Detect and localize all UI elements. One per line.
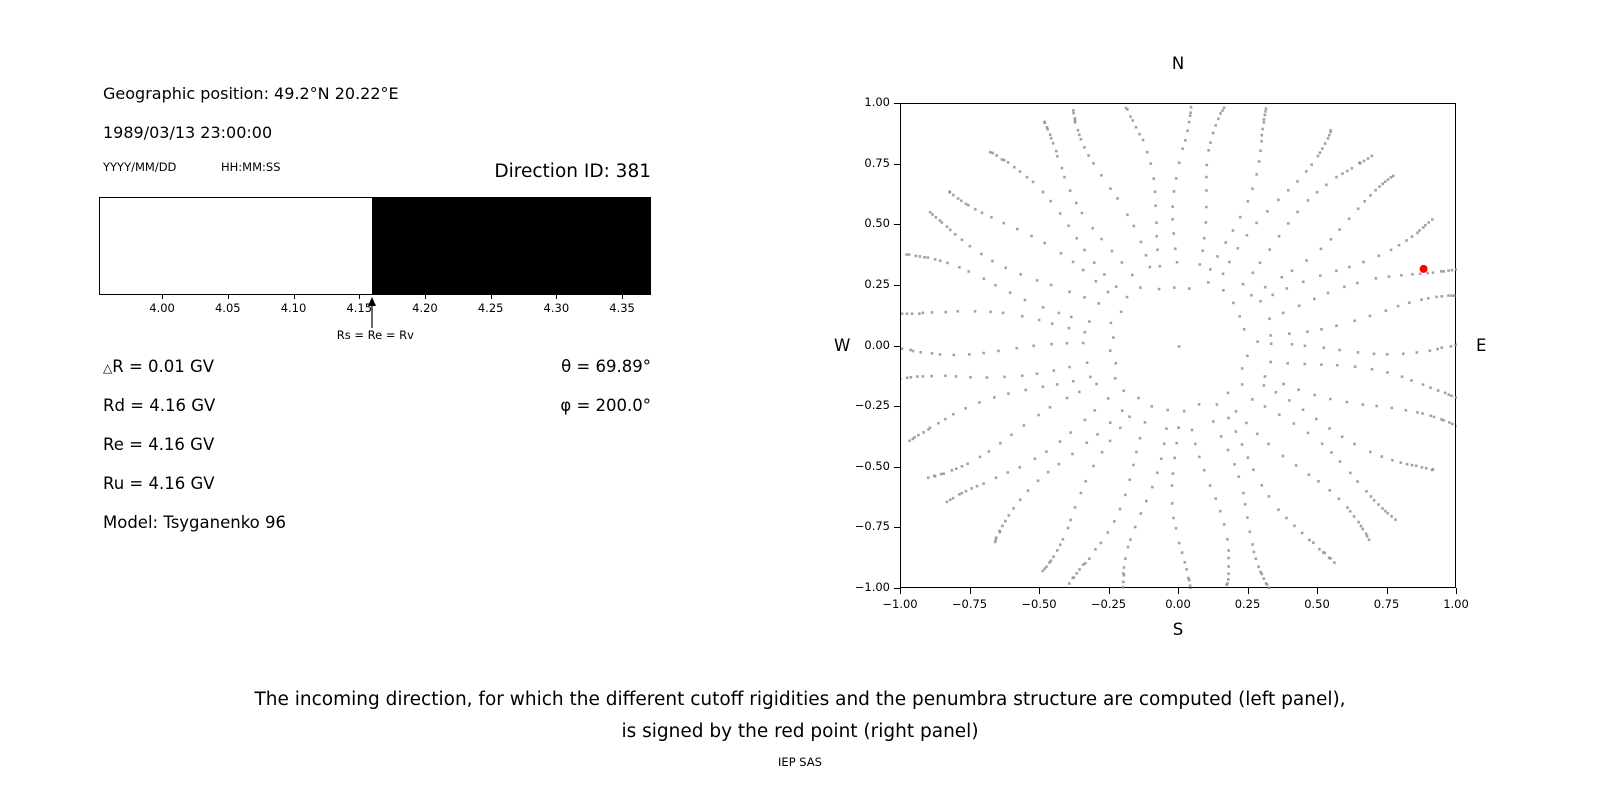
x-tick-mark <box>622 295 624 299</box>
delta-r-row: △R = 0.01 GV <box>103 357 214 378</box>
x-tick-label: −1.00 <box>882 597 918 611</box>
y-tick-mark <box>894 224 900 226</box>
delta-r-text: R = 0.01 GV <box>112 357 215 376</box>
x-tick-label: 4.30 <box>543 301 570 315</box>
x-tick-mark <box>556 295 558 299</box>
x-tick-label: −0.75 <box>951 597 988 611</box>
y-tick-label: 1.00 <box>864 95 890 109</box>
axis-title-north: N <box>1171 54 1185 73</box>
x-tick-label: 4.15 <box>346 301 373 315</box>
x-tick-mark <box>1039 588 1040 594</box>
ru-text: Ru = 4.16 GV <box>103 474 215 493</box>
date-format-label: YYYY/MM/DD <box>103 160 177 174</box>
direction-scatter-plot <box>900 103 1457 589</box>
x-tick-label: 4.10 <box>280 301 307 315</box>
x-tick-mark <box>969 588 971 594</box>
x-tick-label: 4.00 <box>149 301 175 315</box>
y-tick-label: −0.75 <box>854 519 890 534</box>
x-tick-mark <box>1247 588 1249 594</box>
x-tick-label: 4.05 <box>214 301 241 315</box>
x-tick-mark <box>424 295 426 299</box>
asymptotic-scatter-svg <box>901 105 1457 589</box>
x-tick-mark <box>1456 588 1457 594</box>
x-tick-mark <box>162 295 164 299</box>
x-tick-label: 0.50 <box>1304 597 1330 611</box>
datetime-text: 1989/03/13 23:00:00 <box>103 123 273 142</box>
phi-text: φ = 200.0° <box>560 396 651 415</box>
x-tick-label: 0.00 <box>1165 597 1191 611</box>
x-tick-label: 0.75 <box>1373 597 1400 611</box>
x-tick-mark <box>900 588 901 594</box>
y-tick-label: 0.25 <box>864 276 890 291</box>
x-tick-mark <box>359 295 361 299</box>
theta-text: θ = 69.89° <box>561 357 651 376</box>
penumbra-chart <box>99 197 651 295</box>
delta-symbol: △ <box>103 361 113 375</box>
credit-text: IEP SAS <box>778 755 822 769</box>
penumbra-regions <box>100 198 650 294</box>
x-tick-mark <box>1317 588 1318 594</box>
direction-id-text: Direction ID: 381 <box>494 161 651 182</box>
penumbra-allowed-region <box>100 198 373 294</box>
x-tick-mark <box>490 295 492 299</box>
axis-title-east: E <box>1476 336 1487 355</box>
y-tick-label: −1.00 <box>854 580 890 594</box>
x-tick-label: −0.25 <box>1090 597 1127 611</box>
rd-text: Rd = 4.16 GV <box>103 396 216 415</box>
geo-position-text: Geographic position: 49.2°N 20.22°E <box>103 84 399 103</box>
caption-line-1: The incoming direction, for which the di… <box>254 689 1346 710</box>
y-tick-mark <box>894 527 900 529</box>
x-tick-label: 4.20 <box>412 301 438 315</box>
penumbra-forbidden-region <box>372 198 650 294</box>
x-tick-label: 1.00 <box>1443 597 1469 611</box>
y-tick-mark <box>894 406 900 408</box>
y-tick-label: 0.75 <box>864 155 890 170</box>
y-tick-mark <box>894 284 900 286</box>
caption-line-2: is signed by the red point (right panel) <box>621 721 979 742</box>
y-tick-label: −0.25 <box>854 398 890 413</box>
time-format-label: HH:MM:SS <box>221 160 281 174</box>
y-tick-mark <box>894 588 900 589</box>
x-tick-label: 0.25 <box>1234 597 1261 611</box>
y-tick-label: 0.50 <box>864 216 890 231</box>
y-tick-mark <box>894 163 900 165</box>
y-tick-mark <box>894 103 900 104</box>
cutoff-arrow-up-icon <box>368 297 377 328</box>
x-tick-mark <box>293 295 295 299</box>
re-text: Re = 4.16 GV <box>103 435 215 454</box>
y-tick-label: 0.00 <box>864 337 890 352</box>
x-tick-mark <box>1386 588 1388 594</box>
red-direction-point <box>1419 264 1428 273</box>
arrow-label: Rs = Re = Rv <box>336 328 414 342</box>
y-tick-mark <box>894 345 900 347</box>
axis-title-south: S <box>1172 620 1184 639</box>
x-tick-mark <box>1108 588 1110 594</box>
x-tick-label: 4.35 <box>609 301 635 315</box>
x-tick-mark <box>1178 588 1179 594</box>
model-text: Model: Tsyganenko 96 <box>103 513 287 532</box>
y-tick-label: −0.50 <box>854 458 890 473</box>
x-tick-mark <box>227 295 229 299</box>
x-tick-label: −0.50 <box>1021 597 1057 611</box>
axis-title-west: W <box>834 336 851 355</box>
y-tick-mark <box>894 466 900 468</box>
x-tick-label: 4.25 <box>477 301 504 315</box>
